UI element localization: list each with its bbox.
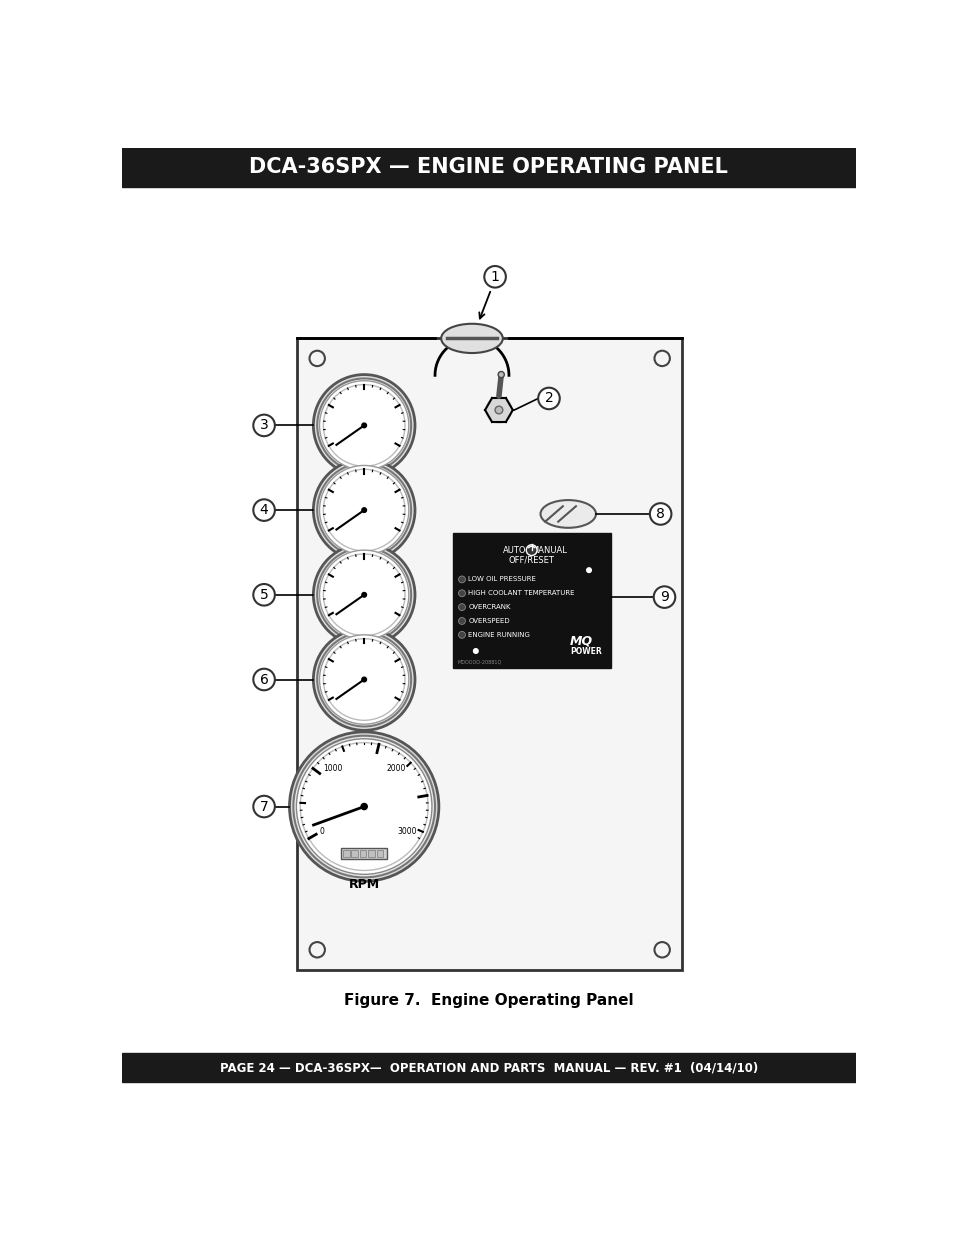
Circle shape: [319, 635, 409, 724]
Circle shape: [253, 795, 274, 818]
Text: MQ: MQ: [569, 635, 592, 647]
Circle shape: [253, 415, 274, 436]
Circle shape: [458, 618, 465, 625]
Circle shape: [309, 942, 325, 957]
Circle shape: [526, 545, 537, 556]
Text: 9: 9: [659, 590, 668, 604]
Bar: [359, 850, 366, 857]
Bar: [368, 850, 375, 857]
Text: 1: 1: [490, 269, 499, 284]
Circle shape: [313, 459, 415, 561]
Text: DCA-36SPX — ENGINE OPERATING PANEL: DCA-36SPX — ENGINE OPERATING PANEL: [250, 157, 727, 178]
Text: 8: 8: [656, 506, 664, 521]
Text: PAGE 24 — DCA-36SPX—  OPERATION AND PARTS  MANUAL — REV. #1  (04/14/10): PAGE 24 — DCA-36SPX— OPERATION AND PARTS…: [219, 1061, 758, 1074]
Bar: [121, 148, 856, 186]
Text: MANUAL: MANUAL: [530, 546, 566, 555]
Circle shape: [458, 590, 465, 597]
Text: 1000: 1000: [322, 764, 342, 773]
Text: Figure 7.  Engine Operating Panel: Figure 7. Engine Operating Panel: [344, 993, 633, 1008]
Circle shape: [323, 555, 405, 636]
Circle shape: [300, 742, 428, 871]
Circle shape: [293, 736, 435, 877]
Circle shape: [586, 568, 591, 573]
Text: 2: 2: [544, 391, 553, 405]
Text: OVERSPEED: OVERSPEED: [468, 618, 509, 624]
Bar: [342, 850, 349, 857]
Text: 2000: 2000: [386, 764, 405, 773]
Circle shape: [484, 396, 513, 424]
Circle shape: [323, 469, 405, 551]
Ellipse shape: [540, 500, 596, 527]
Bar: [341, 848, 387, 858]
Circle shape: [317, 548, 411, 642]
Circle shape: [319, 380, 409, 471]
Circle shape: [323, 384, 405, 466]
Circle shape: [361, 593, 366, 597]
Text: OFF/RESET: OFF/RESET: [508, 556, 554, 564]
Circle shape: [497, 372, 504, 378]
Circle shape: [313, 629, 415, 730]
Circle shape: [649, 503, 671, 525]
Bar: [351, 850, 357, 857]
Text: MDOOOO-20881Q: MDOOOO-20881Q: [456, 659, 501, 664]
Text: 7: 7: [259, 799, 268, 814]
Text: 3000: 3000: [396, 826, 416, 836]
Ellipse shape: [440, 324, 502, 353]
Text: 5: 5: [259, 588, 268, 601]
Text: OVERCRANK: OVERCRANK: [468, 604, 510, 610]
Circle shape: [361, 804, 367, 810]
Circle shape: [319, 550, 409, 640]
Circle shape: [253, 499, 274, 521]
Circle shape: [458, 604, 465, 610]
Circle shape: [317, 463, 411, 557]
Circle shape: [253, 668, 274, 690]
Circle shape: [323, 638, 405, 720]
Circle shape: [654, 942, 669, 957]
Circle shape: [484, 266, 505, 288]
Circle shape: [313, 543, 415, 646]
Circle shape: [289, 732, 438, 882]
Text: POWER: POWER: [570, 646, 601, 656]
Circle shape: [313, 374, 415, 477]
Text: HIGH COOLANT TEMPERATURE: HIGH COOLANT TEMPERATURE: [468, 590, 574, 597]
Text: LOW OIL PRESSURE: LOW OIL PRESSURE: [468, 577, 536, 583]
Text: RPM: RPM: [348, 878, 379, 890]
Bar: [453, 534, 610, 668]
Circle shape: [361, 424, 366, 427]
Bar: [121, 1053, 856, 1082]
Text: 6: 6: [259, 673, 268, 687]
Text: AUTO: AUTO: [502, 546, 526, 555]
Circle shape: [458, 576, 465, 583]
Text: 4: 4: [259, 503, 268, 517]
Circle shape: [296, 739, 432, 874]
Circle shape: [495, 406, 502, 414]
Circle shape: [473, 648, 477, 653]
Circle shape: [253, 584, 274, 605]
Bar: [297, 338, 681, 969]
Circle shape: [361, 677, 366, 682]
Circle shape: [653, 587, 675, 608]
Circle shape: [458, 631, 465, 638]
Circle shape: [537, 388, 559, 409]
Text: 3: 3: [259, 419, 268, 432]
Bar: [376, 850, 383, 857]
Circle shape: [317, 378, 411, 472]
Circle shape: [309, 351, 325, 366]
Circle shape: [361, 508, 366, 513]
Circle shape: [317, 632, 411, 726]
Circle shape: [319, 466, 409, 555]
Text: ENGINE RUNNING: ENGINE RUNNING: [468, 632, 530, 637]
Circle shape: [654, 351, 669, 366]
Text: 0: 0: [318, 826, 324, 836]
